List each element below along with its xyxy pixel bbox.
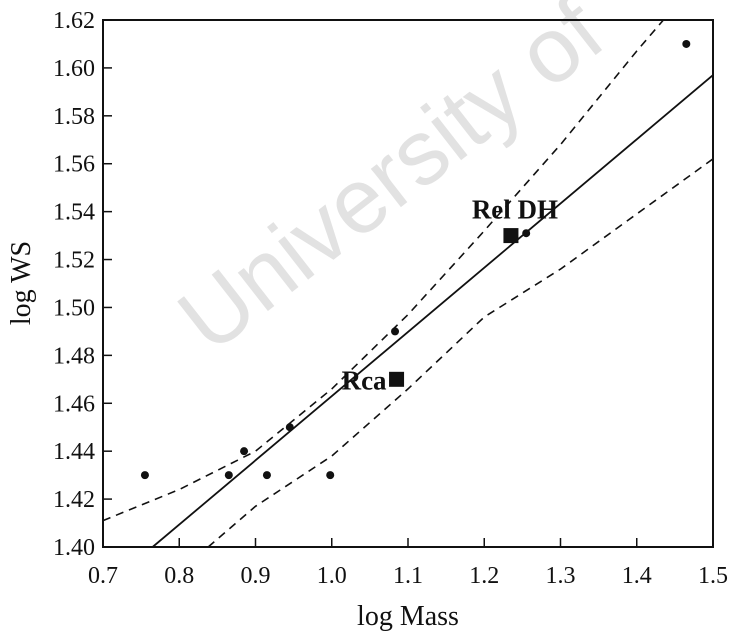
x-tick-label: 1.5 <box>698 563 728 589</box>
data-point <box>522 229 531 238</box>
y-tick-label: 1.50 <box>53 295 95 321</box>
x-tick-label: 1.2 <box>469 563 499 589</box>
y-tick-label: 1.58 <box>53 104 95 130</box>
y-tick-label: 1.42 <box>53 487 95 513</box>
lower-confidence-band <box>207 158 713 547</box>
point-annotation: Rca <box>342 365 387 395</box>
x-tick-label: 0.9 <box>241 563 271 589</box>
y-tick-label: 1.54 <box>53 200 95 226</box>
x-tick-label: 0.8 <box>164 563 194 589</box>
x-axis-label: log Mass <box>357 601 459 632</box>
regression-line <box>152 74 713 547</box>
data-point <box>391 327 400 336</box>
y-tick-label: 1.62 <box>53 8 95 34</box>
x-tick-label: 1.0 <box>317 563 347 589</box>
data-point <box>240 447 249 456</box>
y-axis-label: log WS <box>6 241 37 325</box>
x-tick-label: 1.4 <box>622 563 652 589</box>
x-tick-label: 1.1 <box>393 563 423 589</box>
point-annotation: Rel DH <box>472 195 558 225</box>
x-tick-label: 1.3 <box>546 563 576 589</box>
x-tick-label: 0.7 <box>88 563 118 589</box>
data-point <box>285 423 294 432</box>
data-point <box>262 471 271 480</box>
data-point <box>326 471 335 480</box>
data-point <box>224 471 233 480</box>
y-tick-label: 1.46 <box>53 391 95 417</box>
watermark-text: University of <box>160 0 622 372</box>
highlighted-point <box>503 228 519 244</box>
y-tick-label: 1.40 <box>53 535 95 561</box>
y-tick-label: 1.60 <box>53 56 95 82</box>
y-tick-label: 1.56 <box>53 152 95 178</box>
data-point <box>140 471 149 480</box>
data-point <box>682 39 691 48</box>
y-tick-label: 1.44 <box>53 439 95 465</box>
highlighted-point <box>389 371 405 387</box>
y-tick-label: 1.52 <box>53 248 95 274</box>
y-tick-label: 1.48 <box>53 343 95 369</box>
